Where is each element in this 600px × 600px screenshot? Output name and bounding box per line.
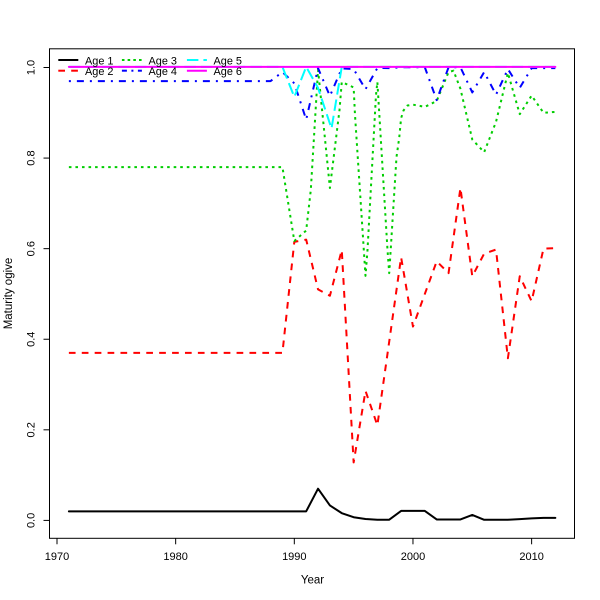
svg-text:1980: 1980 — [163, 551, 187, 563]
svg-text:Age 4: Age 4 — [149, 66, 177, 78]
svg-text:2000: 2000 — [401, 551, 425, 563]
svg-text:Year: Year — [301, 575, 324, 587]
svg-text:1.0: 1.0 — [25, 60, 37, 75]
svg-text:1990: 1990 — [282, 551, 306, 563]
svg-text:2010: 2010 — [519, 551, 543, 563]
svg-text:0.0: 0.0 — [25, 513, 37, 528]
svg-text:Age 3: Age 3 — [149, 55, 177, 67]
svg-text:Maturity ogive: Maturity ogive — [3, 258, 15, 330]
svg-text:0.6: 0.6 — [25, 241, 37, 256]
svg-text:0.2: 0.2 — [25, 422, 37, 437]
svg-text:0.4: 0.4 — [25, 332, 37, 347]
svg-text:0.8: 0.8 — [25, 150, 37, 165]
svg-text:1970: 1970 — [45, 551, 69, 563]
svg-text:Age 1: Age 1 — [85, 55, 113, 67]
svg-text:Age 6: Age 6 — [214, 66, 242, 78]
svg-text:Age 2: Age 2 — [85, 66, 113, 78]
svg-text:Age 5: Age 5 — [214, 55, 242, 67]
